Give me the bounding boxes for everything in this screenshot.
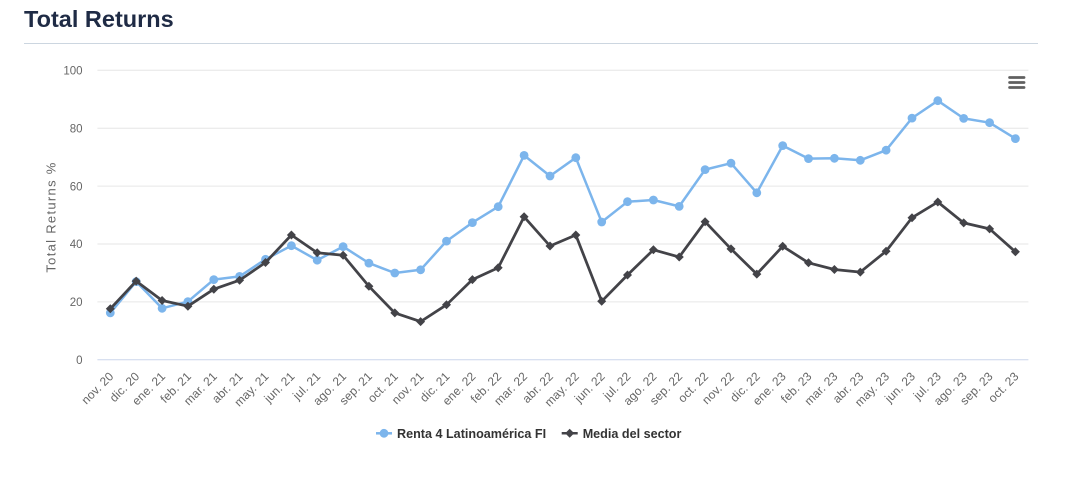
svg-text:0: 0	[76, 355, 82, 367]
svg-text:Total Returns: Total Returns	[24, 6, 174, 32]
svg-text:Media del sector: Media del sector	[583, 427, 682, 441]
svg-text:60: 60	[70, 181, 83, 193]
svg-text:20: 20	[70, 297, 83, 309]
svg-text:100: 100	[63, 66, 82, 78]
svg-text:Total Returns %: Total Returns %	[44, 161, 59, 272]
svg-text:80: 80	[70, 123, 83, 135]
svg-text:Renta 4 Latinoamérica FI: Renta 4 Latinoamérica FI	[397, 427, 546, 441]
svg-text:40: 40	[70, 239, 83, 251]
